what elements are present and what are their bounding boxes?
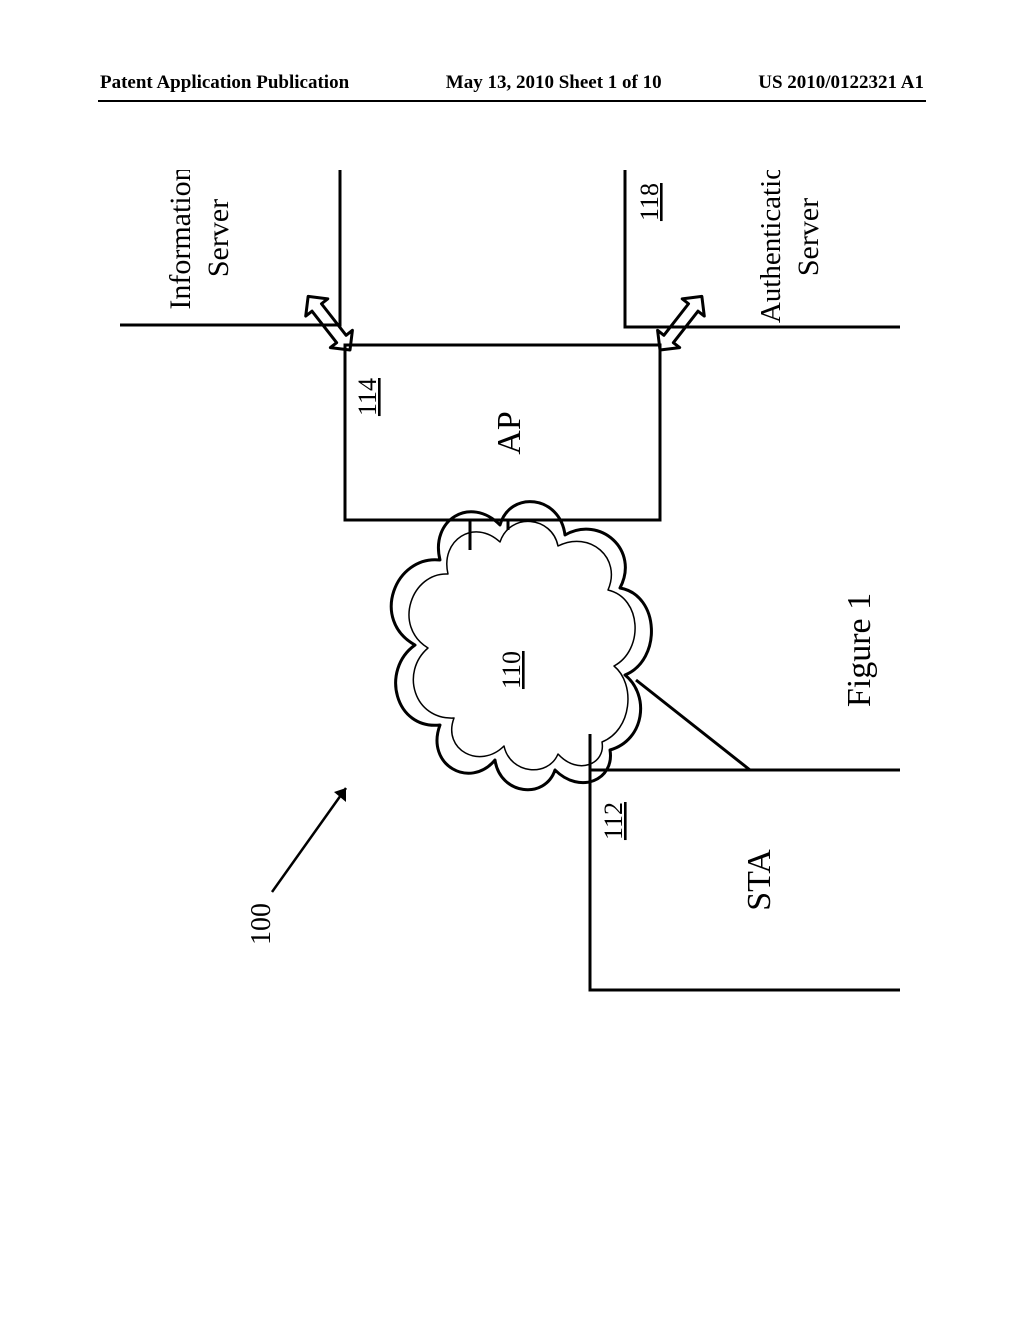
info-label-2: Server <box>202 199 235 277</box>
system-ref-label: 100 <box>246 903 277 945</box>
header-right: US 2010/0122321 A1 <box>758 72 924 94</box>
sta-label: STA <box>741 849 778 911</box>
ap-node: AP 114 <box>345 345 660 520</box>
page-header: Patent Application Publication May 13, 2… <box>0 72 1024 94</box>
info-label-1: Information <box>164 170 197 310</box>
header-rule <box>98 100 926 102</box>
sta-ref-label: 112 <box>599 802 628 840</box>
auth-label-1: Authentication <box>755 170 787 323</box>
header-left: Patent Application Publication <box>100 72 349 94</box>
figure-caption: Figure 1 <box>841 593 878 707</box>
figure-1-diagram: 110 STA 112 AP 114 Information <box>120 170 900 1070</box>
auth-server-node: Authentication Server 118 <box>625 170 900 327</box>
page: Patent Application Publication May 13, 2… <box>0 0 1024 1320</box>
ap-ref-label: 114 <box>353 378 382 416</box>
auth-label-2: Server <box>792 198 825 276</box>
edge-ap-auth-double-arrow <box>649 288 713 359</box>
sta-node: STA 112 <box>590 770 900 990</box>
ap-label: AP <box>491 411 528 454</box>
edge-sta-to-cloud <box>636 680 750 770</box>
edge-ap-info-double-arrow <box>297 288 361 359</box>
header-mid: May 13, 2010 Sheet 1 of 10 <box>446 72 662 94</box>
diagram-svg: 110 STA 112 AP 114 Information <box>120 170 900 1070</box>
system-ref-leader: 100 <box>246 788 346 945</box>
cloud-network: 110 <box>391 502 651 790</box>
auth-ref-label: 118 <box>635 183 664 221</box>
cloud-ref-label: 110 <box>497 651 526 689</box>
